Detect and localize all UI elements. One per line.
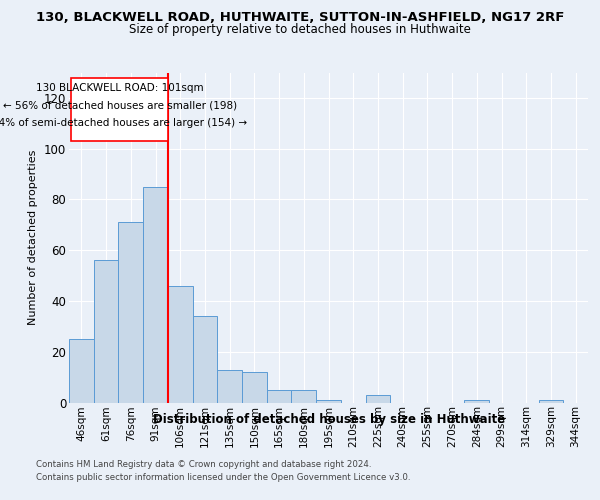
Text: 130 BLACKWELL ROAD: 101sqm: 130 BLACKWELL ROAD: 101sqm — [36, 82, 203, 92]
Bar — [539, 400, 563, 402]
Text: 130, BLACKWELL ROAD, HUTHWAITE, SUTTON-IN-ASHFIELD, NG17 2RF: 130, BLACKWELL ROAD, HUTHWAITE, SUTTON-I… — [36, 11, 564, 24]
Bar — [143, 186, 168, 402]
Text: Size of property relative to detached houses in Huthwaite: Size of property relative to detached ho… — [129, 22, 471, 36]
FancyBboxPatch shape — [71, 78, 168, 141]
Text: 44% of semi-detached houses are larger (154) →: 44% of semi-detached houses are larger (… — [0, 118, 247, 128]
Bar — [118, 222, 143, 402]
Bar — [464, 400, 489, 402]
Bar — [217, 370, 242, 402]
Bar — [365, 395, 390, 402]
Bar — [168, 286, 193, 403]
Bar — [69, 339, 94, 402]
Bar — [94, 260, 118, 402]
Bar — [316, 400, 341, 402]
Bar — [292, 390, 316, 402]
Bar — [193, 316, 217, 402]
Bar — [267, 390, 292, 402]
Text: Contains public sector information licensed under the Open Government Licence v3: Contains public sector information licen… — [36, 473, 410, 482]
Text: Distribution of detached houses by size in Huthwaite: Distribution of detached houses by size … — [152, 412, 505, 426]
Bar — [242, 372, 267, 402]
Y-axis label: Number of detached properties: Number of detached properties — [28, 150, 38, 325]
Text: ← 56% of detached houses are smaller (198): ← 56% of detached houses are smaller (19… — [2, 100, 237, 110]
Text: Contains HM Land Registry data © Crown copyright and database right 2024.: Contains HM Land Registry data © Crown c… — [36, 460, 371, 469]
